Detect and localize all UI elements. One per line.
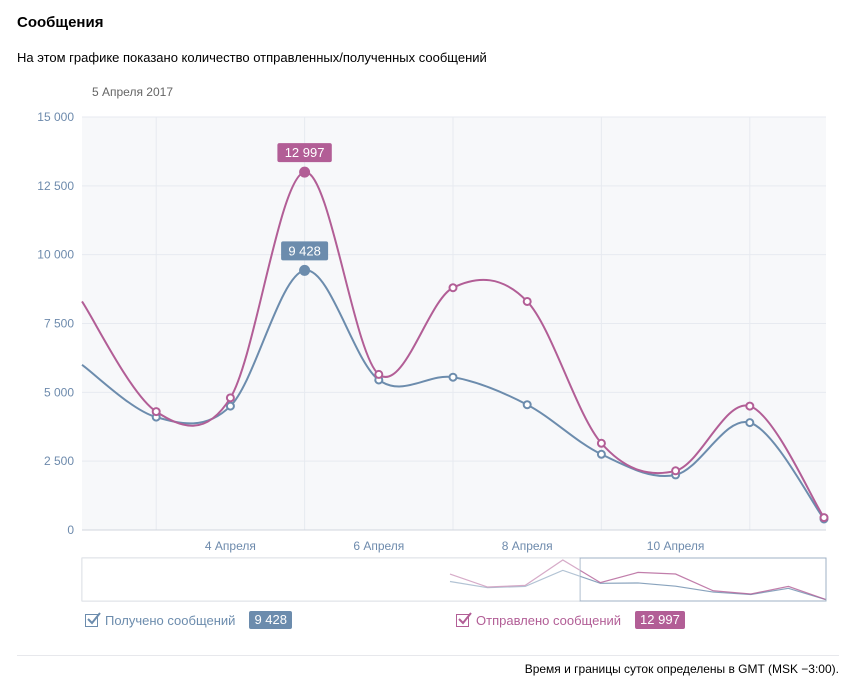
y-tick-label: 2 500 bbox=[44, 454, 74, 468]
sent-checkbox[interactable] bbox=[456, 611, 472, 627]
data-point-received[interactable] bbox=[745, 418, 755, 428]
check-icon bbox=[458, 611, 472, 624]
value-tooltip-sent bbox=[277, 143, 332, 163]
sent-value-badge: 12 997 bbox=[635, 611, 685, 629]
data-point-sent[interactable] bbox=[299, 166, 311, 178]
data-point-received[interactable] bbox=[225, 401, 235, 411]
page-title: Сообщения bbox=[17, 14, 104, 31]
x-tick-label: 4 Апреля bbox=[205, 539, 256, 553]
navigator-frame bbox=[81, 557, 827, 602]
y-tick-label: 12 500 bbox=[37, 179, 74, 193]
navigator-line-sent bbox=[449, 559, 827, 601]
x-tick-label: 6 Апреля bbox=[353, 539, 404, 553]
x-tick-label: 8 Апреля bbox=[502, 539, 553, 553]
value-tooltip-text-sent: 12 997 bbox=[285, 145, 325, 160]
y-tick-label: 5 000 bbox=[44, 385, 74, 399]
data-point-received[interactable] bbox=[522, 400, 532, 410]
received-label: Получено сообщений bbox=[105, 612, 236, 628]
timezone-note: Время и границы суток определены в GMT (… bbox=[524, 662, 839, 676]
check-icon bbox=[87, 611, 101, 624]
y-tick-label: 15 000 bbox=[37, 110, 74, 124]
y-tick-label: 10 000 bbox=[37, 248, 74, 262]
data-point-sent[interactable] bbox=[374, 369, 384, 379]
navigator-line-received bbox=[449, 569, 827, 601]
value-tooltip-text-received: 9 428 bbox=[288, 243, 321, 258]
series-line-received[interactable] bbox=[81, 269, 825, 520]
value-tooltip-received bbox=[281, 241, 329, 261]
data-point-sent[interactable] bbox=[745, 401, 755, 411]
data-point-sent[interactable] bbox=[522, 296, 532, 306]
y-tick-label: 7 500 bbox=[44, 317, 74, 331]
data-point-received[interactable] bbox=[299, 264, 311, 276]
data-point-sent[interactable] bbox=[448, 283, 458, 293]
data-point-sent[interactable] bbox=[671, 466, 681, 476]
navigator[interactable] bbox=[81, 557, 827, 602]
received-value-badge: 9 428 bbox=[249, 611, 292, 629]
data-point-sent[interactable] bbox=[819, 513, 829, 523]
x-tick-label: 10 Апреля bbox=[647, 539, 705, 553]
series-line-sent[interactable] bbox=[81, 171, 825, 519]
chart-description: На этом графике показано количество отпр… bbox=[17, 50, 487, 65]
y-tick-label: 0 bbox=[67, 523, 74, 537]
navigator-mask bbox=[82, 558, 580, 601]
hover-date-label: 5 Апреля 2017 bbox=[92, 85, 173, 99]
data-point-sent[interactable] bbox=[596, 438, 606, 448]
navigator-window[interactable] bbox=[579, 557, 827, 602]
data-point-received[interactable] bbox=[448, 372, 458, 382]
plot-area[interactable]: 15 000 12 500 10 000 7 500 5 000 2 500 0 4 Апре… bbox=[37, 110, 829, 553]
divider bbox=[17, 655, 839, 656]
data-point-sent[interactable] bbox=[151, 407, 161, 417]
messages-chart[interactable]: 15 000 12 500 10 000 7 500 5 000 2 500 0 4 Апре… bbox=[0, 0, 856, 610]
received-checkbox[interactable] bbox=[85, 611, 101, 627]
legend-sent[interactable]: Отправлено сообщений 12 997 bbox=[456, 610, 685, 630]
sent-label: Отправлено сообщений bbox=[476, 612, 622, 628]
legend-received[interactable]: Получено сообщений 9 428 bbox=[85, 610, 292, 630]
data-point-sent[interactable] bbox=[225, 393, 235, 403]
data-point-received[interactable] bbox=[596, 449, 606, 459]
